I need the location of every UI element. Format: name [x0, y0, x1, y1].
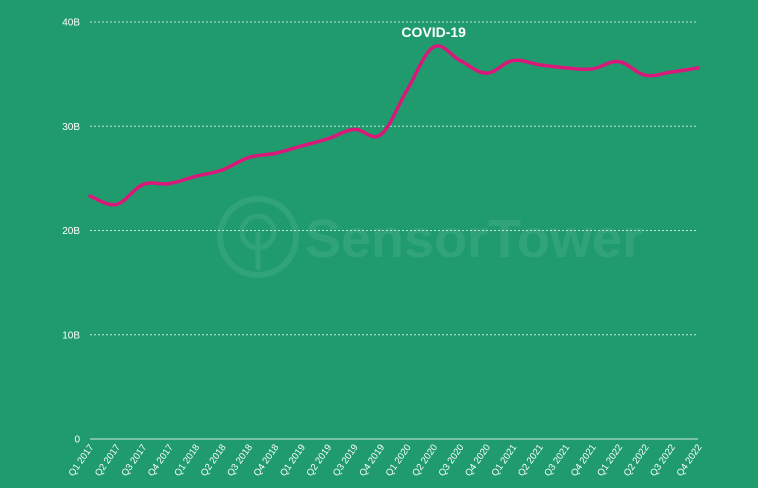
series-line: [88, 44, 700, 207]
y-tick-label: 0: [74, 435, 80, 446]
x-tick-label: Q4 2017: [146, 442, 176, 478]
data-point: [88, 194, 92, 198]
data-point: [537, 63, 541, 67]
x-tick-label: Q3 2022: [648, 442, 678, 478]
x-tick-label: Q2 2020: [410, 442, 440, 478]
x-tick-label: Q2 2018: [199, 442, 229, 478]
x-tick-label: Q4 2018: [252, 442, 282, 478]
grid-lines: [90, 21, 698, 440]
x-tick-label: Q2 2019: [304, 442, 334, 478]
data-point: [220, 168, 224, 172]
data-point: [194, 174, 198, 178]
y-tick-label: 10B: [62, 330, 80, 341]
annotations: COVID-19: [401, 24, 466, 40]
annotation-label: COVID-19: [401, 24, 466, 40]
x-tick-label: Q1 2020: [384, 442, 414, 478]
data-point: [273, 151, 277, 155]
data-point: [326, 137, 330, 141]
data-point: [617, 60, 621, 64]
x-tick-label: Q2 2021: [516, 442, 546, 478]
data-point: [511, 59, 515, 63]
data-point: [352, 127, 356, 131]
data-point: [590, 67, 594, 71]
data-point: [114, 202, 118, 206]
data-point: [564, 66, 568, 70]
x-tick-label: Q4 2019: [357, 442, 387, 478]
x-tick-label: Q3 2017: [119, 442, 149, 478]
data-point: [670, 70, 674, 74]
data-point: [458, 59, 462, 63]
x-tick-label: Q1 2018: [172, 442, 202, 478]
x-tick-label: Q3 2019: [331, 442, 361, 478]
y-tick-label: 20B: [62, 226, 80, 237]
sensor-tower-logo-icon: [217, 196, 299, 278]
data-point: [643, 73, 647, 77]
x-tick-label: Q2 2017: [93, 442, 123, 478]
y-axis-ticks: 0 10B 20B 30B 40B: [62, 18, 80, 446]
watermark-text: SensorTower: [305, 209, 643, 269]
watermark: SensorTower: [217, 196, 643, 278]
x-tick-label: Q4 2022: [675, 442, 705, 478]
data-point: [485, 71, 489, 75]
data-point: [696, 66, 700, 70]
series-layer: [88, 44, 700, 207]
y-tick-label: 30B: [62, 122, 80, 133]
y-tick-label: 40B: [62, 18, 80, 29]
data-point: [141, 183, 145, 187]
x-tick-label: Q3 2020: [437, 442, 467, 478]
data-point: [167, 182, 171, 186]
x-tick-label: Q3 2021: [542, 442, 572, 478]
x-tick-label: Q4 2021: [569, 442, 599, 478]
x-tick-label: Q1 2017: [67, 442, 97, 478]
x-tick-label: Q3 2018: [225, 442, 255, 478]
data-point: [432, 45, 436, 49]
x-tick-label: Q1 2021: [489, 442, 519, 478]
data-point: [379, 133, 383, 137]
x-tick-label: Q1 2022: [595, 442, 625, 478]
x-tick-label: Q4 2020: [463, 442, 493, 478]
data-point: [299, 144, 303, 148]
data-point: [405, 88, 409, 92]
x-tick-label: Q1 2019: [278, 442, 308, 478]
x-tick-label: Q2 2022: [622, 442, 652, 478]
data-point: [247, 156, 251, 160]
